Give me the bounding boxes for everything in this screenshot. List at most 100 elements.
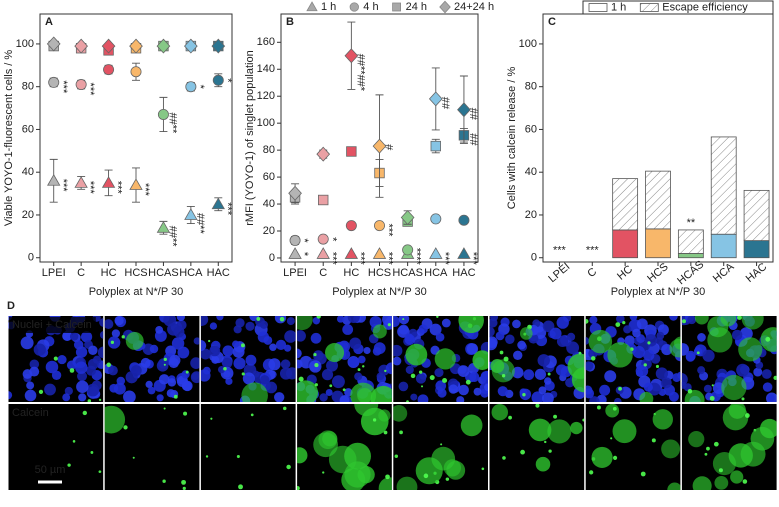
nucleus: [104, 319, 114, 329]
nucleus: [57, 354, 67, 365]
significance: ***: [112, 181, 124, 195]
nucleus: [109, 383, 119, 393]
nucleus: [480, 388, 488, 398]
calcein: [588, 329, 613, 354]
calcein: [297, 485, 300, 490]
x-tick-label: HCA: [179, 267, 203, 279]
calcein: [173, 394, 178, 399]
nucleus: [762, 382, 773, 392]
calcein: [707, 316, 729, 338]
nucleus: [523, 369, 535, 381]
calcein: [718, 468, 723, 473]
x-axis-label: Polyplex at N*/P 30: [611, 286, 706, 298]
y-axis-label: Viable YOYO-1-fluorescent cells / %: [3, 50, 15, 227]
marker: [75, 79, 87, 91]
marker: [157, 108, 169, 120]
nucleus: [75, 361, 88, 374]
calcein: [394, 454, 399, 458]
nucleus: [398, 381, 409, 392]
calcein: [406, 400, 409, 402]
nucleus: [405, 333, 414, 342]
significance: ##**: [167, 112, 179, 134]
scale-bar-label: 50 µm: [35, 464, 66, 476]
significance: ##**: [167, 226, 179, 248]
nucleus: [99, 318, 104, 327]
calcein: [314, 383, 318, 387]
nucleus: [656, 331, 665, 340]
nucleus: [342, 324, 354, 335]
calcein: [651, 438, 656, 443]
nucleus: [107, 336, 121, 349]
panel-label: A: [45, 16, 53, 28]
x-tick-label: HC: [615, 263, 635, 282]
y-tick-label: 60: [22, 123, 34, 135]
calcein: [279, 316, 285, 322]
nucleus: [556, 316, 569, 329]
marker: [344, 48, 359, 64]
nucleus: [363, 346, 371, 355]
nucleus: [20, 336, 34, 350]
significance: ***: [411, 252, 423, 266]
calcein: [547, 372, 551, 376]
x-tick-label: LPEI: [283, 267, 307, 279]
calcein: [429, 375, 435, 381]
nucleus: [158, 374, 170, 385]
calcein: [385, 474, 390, 480]
calcein: [53, 356, 58, 361]
calcein: [445, 477, 450, 481]
significance: ##: [467, 108, 479, 121]
nucleus: [280, 359, 291, 369]
nucleus: [268, 358, 281, 371]
nucleus: [45, 360, 59, 374]
bar-segment: [677, 229, 704, 254]
nucleus: [274, 392, 285, 402]
nucleus: [233, 325, 242, 334]
marker: [372, 247, 387, 259]
calcein: [250, 413, 254, 417]
nucleus: [245, 321, 255, 331]
nucleus: [429, 323, 442, 336]
y-tick-label: 100: [257, 117, 275, 129]
marker: [430, 140, 441, 152]
x-tick-label: HC: [101, 267, 117, 279]
nucleus: [469, 372, 480, 383]
calcein: [615, 322, 621, 327]
bar-segment: [743, 189, 770, 242]
nucleus: [310, 332, 322, 344]
nucleus: [624, 335, 635, 346]
nucleus: [33, 343, 46, 356]
micrograph-content: [297, 404, 392, 490]
nucleus: [24, 389, 37, 402]
significance: ##**##*: [354, 54, 366, 92]
calcein: [256, 316, 261, 321]
significance: ***: [84, 83, 96, 97]
micrograph-background: [200, 404, 296, 490]
marker: [211, 197, 225, 210]
nucleus: [66, 360, 77, 370]
calcein: [69, 368, 75, 373]
nucleus: [171, 337, 185, 350]
nucleus: [62, 330, 73, 341]
nucleus: [373, 342, 386, 355]
nucleus: [405, 365, 414, 374]
nucleus: [123, 390, 136, 402]
y-tick-label: 20: [525, 209, 537, 221]
calcein: [314, 363, 319, 368]
nucleus: [632, 328, 641, 338]
nucleus: [265, 381, 278, 394]
calcein: [502, 456, 506, 460]
nucleus: [643, 382, 653, 392]
calcein: [67, 463, 71, 467]
calcein: [738, 337, 763, 362]
micrograph: [681, 404, 777, 490]
micrograph-content: [67, 410, 102, 474]
calcein: [436, 316, 439, 319]
y-tick-label: 140: [257, 63, 275, 75]
bar-segment: [710, 136, 737, 235]
nucleus: [753, 367, 763, 377]
nucleus: [260, 375, 270, 385]
calcein: [713, 441, 719, 447]
calcein: [706, 446, 710, 451]
micrograph: [585, 404, 681, 490]
nucleus: [512, 319, 521, 329]
